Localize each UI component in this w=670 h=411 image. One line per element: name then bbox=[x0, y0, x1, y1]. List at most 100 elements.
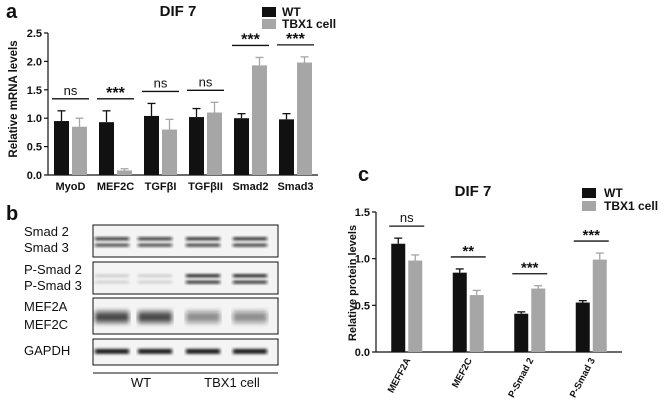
significance-label: *** bbox=[521, 260, 539, 277]
bar-tbx1 bbox=[469, 295, 484, 352]
chart-c-title: DIF 7 bbox=[455, 183, 492, 200]
blot-band bbox=[233, 274, 267, 278]
category-label: Smad2 bbox=[232, 181, 268, 193]
panel-label-c: c bbox=[358, 164, 369, 186]
chart-a: DIF 7 Relative mRNA levels 0.0 0.5 1.0 1.5 2… bbox=[8, 3, 336, 193]
category-label: TGFβI bbox=[145, 181, 177, 193]
bar-tbx1 bbox=[592, 259, 607, 352]
bar-tbx1 bbox=[117, 170, 132, 175]
significance-label: *** bbox=[106, 85, 125, 102]
blot-band bbox=[233, 311, 267, 323]
bar-wt bbox=[514, 313, 529, 352]
legend-swatch-tbx1 bbox=[582, 201, 596, 211]
group-label-wt: WT bbox=[131, 375, 151, 390]
y-tick-label: 0.5 bbox=[355, 300, 370, 312]
significance-label: ns bbox=[64, 83, 78, 98]
blot-band bbox=[186, 237, 220, 241]
blot-strip bbox=[92, 261, 279, 295]
significance-label: ns bbox=[400, 210, 414, 225]
group-label-tbx1: TBX1 cell bbox=[204, 375, 260, 390]
category-label: TGFβII bbox=[188, 181, 223, 193]
blot-band bbox=[186, 243, 220, 247]
significance-label: ** bbox=[462, 243, 474, 260]
blot-frame bbox=[92, 261, 279, 295]
blot-strip bbox=[92, 338, 279, 366]
blot-band bbox=[186, 274, 220, 278]
bar-wt bbox=[99, 122, 114, 175]
bar-tbx1 bbox=[207, 112, 222, 175]
blot-band bbox=[95, 280, 129, 284]
western-blot: Smad 2 Smad 3 P-Smad 2 P-Smad 3 MEF2A ME… bbox=[24, 224, 279, 390]
bar-wt bbox=[452, 272, 467, 352]
blot-band bbox=[95, 311, 129, 323]
blot-strips bbox=[92, 224, 279, 366]
bar-wt bbox=[144, 115, 159, 175]
blot-label-mef2a: MEF2A bbox=[24, 299, 68, 314]
category-label: MyoD bbox=[56, 181, 86, 193]
blot-band bbox=[186, 311, 220, 323]
panel-label-a: a bbox=[6, 1, 18, 23]
blot-band bbox=[138, 274, 172, 278]
blot-band bbox=[138, 311, 172, 323]
blot-frame bbox=[92, 224, 279, 258]
y-tick-label: 1.5 bbox=[27, 85, 42, 97]
blot-strip bbox=[92, 297, 279, 335]
panel-label-b: b bbox=[6, 203, 18, 225]
bar-tbx1 bbox=[297, 62, 312, 176]
category-label: MEF2C bbox=[450, 356, 475, 390]
bar-tbx1 bbox=[162, 129, 177, 175]
blot-label-smad2: Smad 2 bbox=[24, 224, 69, 239]
legend-label-tbx1: TBX1 cell bbox=[282, 17, 336, 31]
significance-label: ns bbox=[199, 74, 213, 89]
blot-band bbox=[95, 274, 129, 278]
bar-wt bbox=[234, 118, 249, 175]
blot-band bbox=[233, 237, 267, 241]
y-tick-label: 0.0 bbox=[355, 347, 370, 359]
chart-a-ylabel: Relative mRNA levels bbox=[8, 40, 20, 157]
blot-band bbox=[138, 280, 172, 284]
significance-label: ns bbox=[154, 75, 168, 90]
y-tick-label: 1.0 bbox=[355, 254, 370, 266]
bar-wt bbox=[279, 119, 294, 175]
blot-label-psmad3: P-Smad 3 bbox=[24, 278, 82, 293]
y-tick-label: 0.5 bbox=[27, 142, 42, 154]
chart-a-plot: 0.0 0.5 1.0 1.5 2.0 2.5 ns MyoD *** MEF2C ns TGFβI n… bbox=[27, 28, 318, 193]
bar-wt bbox=[189, 117, 204, 175]
category-label: MEFF2A bbox=[386, 356, 414, 395]
y-tick-label: 0.0 bbox=[27, 170, 42, 182]
category-label: Smad3 bbox=[277, 181, 313, 193]
category-label: P-Smad 2 bbox=[506, 356, 536, 399]
blot-band bbox=[95, 348, 129, 354]
blot-band bbox=[233, 280, 267, 284]
legend-swatch-tbx1 bbox=[262, 19, 276, 29]
bar-tbx1 bbox=[531, 288, 546, 352]
blot-label-psmad2: P-Smad 2 bbox=[24, 262, 82, 277]
bar-tbx1 bbox=[408, 260, 423, 352]
blot-band bbox=[138, 243, 172, 247]
blot-band bbox=[186, 280, 220, 284]
legend-swatch-wt bbox=[262, 7, 276, 17]
bar-wt bbox=[54, 121, 69, 175]
legend-label-wt: WT bbox=[604, 186, 623, 200]
bar-wt bbox=[575, 302, 590, 352]
y-tick-label: 1.0 bbox=[27, 113, 42, 125]
chart-a-legend: WT TBX1 cell bbox=[262, 5, 336, 31]
chart-c-plot: 0.0 0.5 1.0 1.5 ns MEFF2A ** MEF2C *** P-Smad 2 **… bbox=[355, 207, 622, 400]
significance-label: *** bbox=[582, 227, 600, 244]
blot-label-mef2c: MEF2C bbox=[24, 317, 68, 332]
blot-band bbox=[233, 348, 267, 354]
blot-label-gapdh: GAPDH bbox=[24, 343, 70, 358]
y-tick-label: 2.0 bbox=[27, 56, 42, 68]
category-label: P-Smad 3 bbox=[568, 356, 598, 399]
legend-label-wt: WT bbox=[282, 5, 301, 19]
blot-band bbox=[233, 243, 267, 247]
chart-c: DIF 7 Relative protein levels 0.0 0.5 1.0 1… bbox=[347, 183, 658, 400]
bar-wt bbox=[391, 243, 406, 352]
bar-tbx1 bbox=[252, 65, 267, 175]
blot-label-smad3: Smad 3 bbox=[24, 240, 69, 255]
significance-label: *** bbox=[286, 31, 305, 48]
significance-label: *** bbox=[241, 31, 260, 48]
y-tick-label: 2.5 bbox=[27, 28, 42, 40]
y-tick-label: 1.5 bbox=[355, 207, 370, 219]
